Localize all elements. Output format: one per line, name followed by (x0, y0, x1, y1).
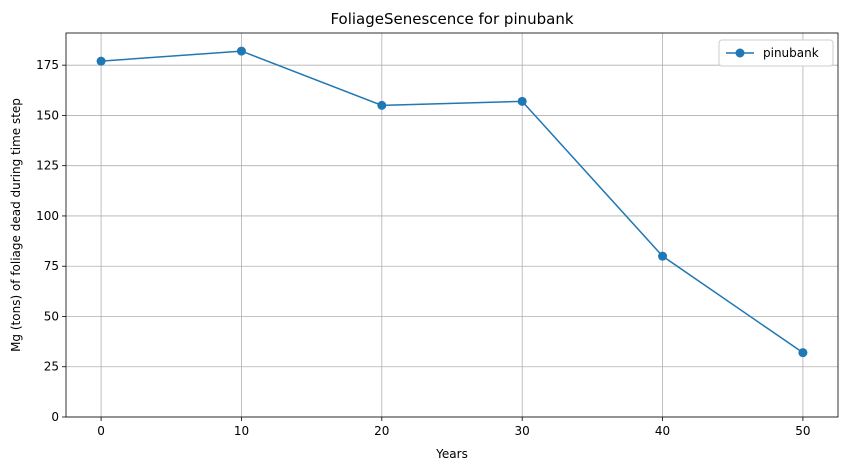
legend-box (718, 39, 834, 67)
legend-marker-swatch (735, 48, 745, 58)
plot-frame (65, 32, 839, 418)
legend: pinubank (718, 39, 834, 67)
legend-label: pinubank (763, 46, 819, 60)
data-point (96, 56, 106, 66)
y-axis-label: Mg (tons) of foliage dead during time st… (9, 98, 23, 352)
grid (66, 33, 838, 418)
data-point (377, 100, 387, 110)
y-tick-label: 150 (36, 108, 59, 122)
x-tick-label: 0 (97, 424, 105, 438)
y-tick-label: 0 (51, 410, 59, 424)
plot-area-border (65, 32, 839, 418)
y-tick-label: 125 (36, 159, 59, 173)
x-tick-label: 50 (795, 424, 810, 438)
data-point (517, 96, 527, 106)
x-axis-ticks: 0 10 20 30 40 50 (97, 417, 811, 438)
data-point (798, 348, 808, 358)
y-axis-ticks: 0 25 50 75 100 125 150 175 (36, 58, 66, 424)
y-tick-label: 25 (44, 360, 59, 374)
data-point (658, 251, 668, 261)
y-tick-label: 50 (44, 309, 59, 323)
data-point (236, 46, 246, 56)
x-axis-label: Years (435, 447, 468, 461)
y-tick-label: 75 (44, 259, 59, 273)
series-line-pinubank (101, 50, 804, 354)
x-tick-label: 40 (655, 424, 670, 438)
series-layer (96, 46, 808, 358)
x-tick-label: 30 (515, 424, 530, 438)
x-tick-label: 20 (374, 424, 389, 438)
x-tick-label: 10 (234, 424, 249, 438)
y-tick-label: 100 (36, 209, 59, 223)
chart-title: FoliageSenescence for pinubank (330, 10, 573, 28)
y-tick-label: 175 (36, 58, 59, 72)
